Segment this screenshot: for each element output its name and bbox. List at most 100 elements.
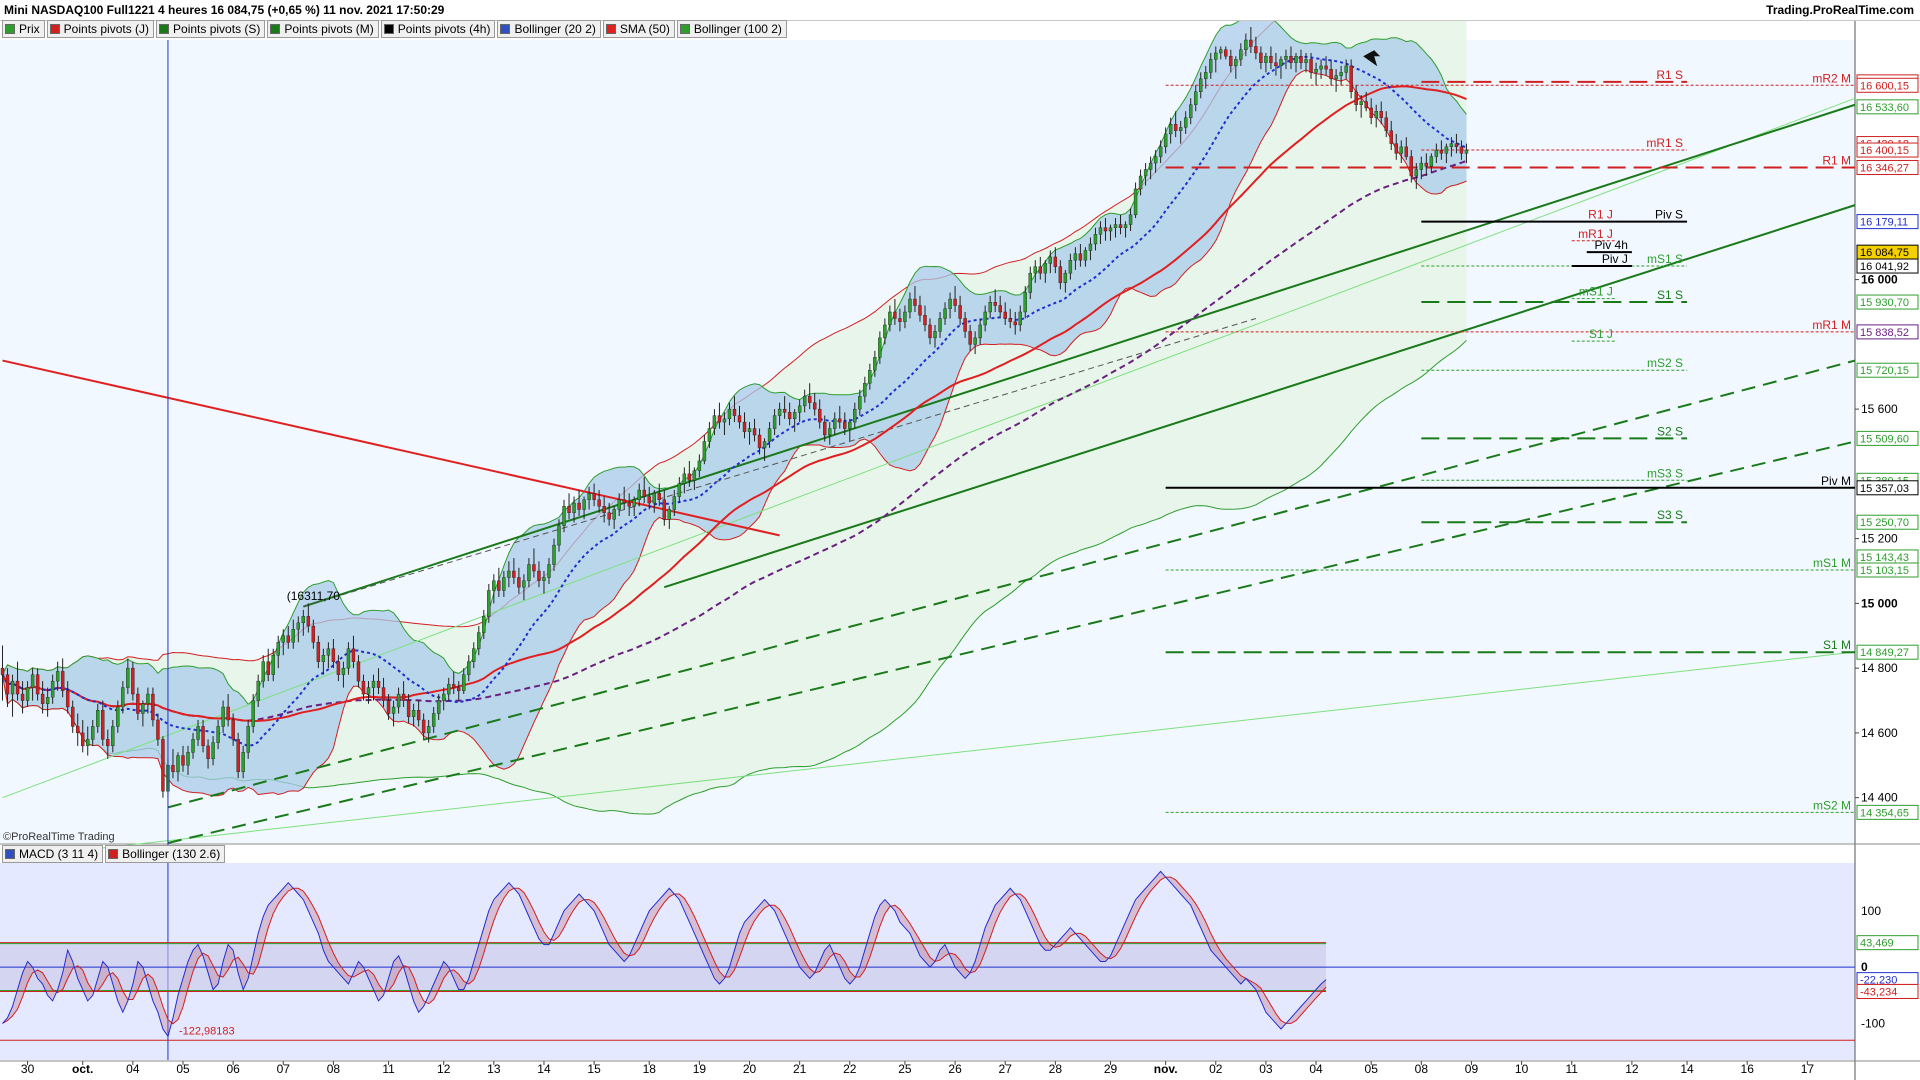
candle-up xyxy=(246,726,250,753)
pivot-label: S2 S xyxy=(1657,424,1683,438)
legend-item[interactable]: Points pivots (S) xyxy=(156,20,266,38)
candle-up xyxy=(477,632,481,649)
price-tag xyxy=(1856,644,1919,660)
candle-up xyxy=(792,412,797,420)
candle-up xyxy=(672,496,677,510)
candle-up xyxy=(1113,224,1118,228)
candle-up xyxy=(1304,59,1308,63)
macd-legend: MACD (3 11 4) Bollinger (130 2.6) xyxy=(0,845,226,863)
candle-up xyxy=(777,408,782,416)
candle-down xyxy=(1309,59,1313,73)
candle-down xyxy=(1409,156,1414,177)
legend-item[interactable]: SMA (50) xyxy=(602,20,675,38)
candle-up xyxy=(677,483,682,497)
candle-up xyxy=(797,405,802,413)
legend-label: Prix xyxy=(19,22,40,36)
candle-up xyxy=(1093,234,1098,245)
legend-item[interactable]: Points pivots (M) xyxy=(267,20,379,38)
price-tag-label: 16 179,11 xyxy=(1860,217,1908,229)
legend-item[interactable]: Points pivots (J) xyxy=(46,20,155,38)
legend-swatch xyxy=(383,24,394,34)
candle-down xyxy=(336,661,341,675)
candle-up xyxy=(667,509,672,520)
candle-up xyxy=(291,629,295,643)
candle-down xyxy=(1008,318,1012,322)
candle-up xyxy=(853,408,857,423)
candle-up xyxy=(933,331,937,339)
candle-down xyxy=(376,680,381,688)
candle-down xyxy=(1439,149,1444,154)
candle-down xyxy=(592,493,596,500)
candle-up xyxy=(1334,75,1338,80)
legend-item[interactable]: Bollinger (20 2) xyxy=(497,20,601,38)
legend-swatch xyxy=(605,24,616,34)
price-tag xyxy=(1856,324,1919,340)
candle-down xyxy=(1118,224,1123,228)
candle-up xyxy=(1444,146,1449,154)
x-tick-label: 17 xyxy=(1801,1062,1815,1076)
candle-up xyxy=(858,395,862,410)
candle-up xyxy=(983,311,987,326)
candle-down xyxy=(1053,256,1058,267)
y-tick-label: 15 600 xyxy=(1861,402,1898,416)
legend-label: Bollinger (20 2) xyxy=(514,22,596,36)
candle-down xyxy=(1078,253,1083,261)
candle-up xyxy=(1128,214,1133,225)
candle-down xyxy=(537,570,541,581)
candle-down xyxy=(136,693,140,714)
candle-up xyxy=(878,337,882,358)
candle-up xyxy=(296,622,301,630)
macd-y-tick-label: 0 xyxy=(1861,960,1868,974)
candle-down xyxy=(737,415,742,423)
candle-up xyxy=(522,580,526,588)
candle-up xyxy=(276,642,280,656)
macd-histogram-fill xyxy=(2,871,1327,1037)
macd-legend-item[interactable]: Bollinger (130 2.6) xyxy=(105,845,226,863)
x-tick-label: 18 xyxy=(643,1062,657,1076)
x-tick-label: 06 xyxy=(226,1062,240,1076)
candle-down xyxy=(15,680,20,695)
candle-up xyxy=(1018,311,1022,326)
legend-swatch xyxy=(5,849,15,859)
y-tick-label: 15 200 xyxy=(1861,532,1898,546)
candle-down xyxy=(361,680,366,695)
x-tick-label: 14 xyxy=(1680,1062,1694,1076)
candle-down xyxy=(76,726,80,734)
y-tick-label: 15 000 xyxy=(1861,596,1898,610)
candle-down xyxy=(958,305,962,319)
x-tick-label: nov. xyxy=(1154,1062,1178,1076)
price-tag xyxy=(1856,362,1919,378)
pivot-label: S3 S xyxy=(1657,508,1683,522)
candle-down xyxy=(416,710,421,721)
candle-up xyxy=(472,648,476,662)
candle-down xyxy=(171,765,175,772)
x-tick-label: oct. xyxy=(72,1062,93,1076)
candle-down xyxy=(1329,68,1333,80)
candle-up xyxy=(1449,143,1454,148)
candle-up xyxy=(241,752,245,772)
candle-down xyxy=(181,755,185,766)
candle-up xyxy=(1339,72,1343,76)
x-tick-label: 12 xyxy=(1625,1062,1639,1076)
candle-up xyxy=(271,655,275,675)
legend-item[interactable]: Bollinger (100 2) xyxy=(676,20,787,38)
candle-up xyxy=(1073,253,1078,261)
x-tick-label: 21 xyxy=(793,1062,807,1076)
price-tag xyxy=(1856,77,1919,93)
candle-down xyxy=(1103,227,1108,232)
price-tag-label: 16 041,92 xyxy=(1860,261,1909,273)
legend-item[interactable]: Prix xyxy=(2,20,45,38)
candle-down xyxy=(662,499,666,520)
candle-up xyxy=(1163,133,1168,148)
macd-legend-item[interactable]: MACD (3 11 4) xyxy=(2,845,104,863)
legend-item[interactable]: Points pivots (4h) xyxy=(380,20,496,38)
candle-up xyxy=(487,590,491,617)
candle-down xyxy=(1269,55,1273,63)
candle-up xyxy=(1133,188,1138,216)
pivot-label: S1 M xyxy=(1823,638,1851,652)
candle-down xyxy=(898,318,902,322)
candle-up xyxy=(1414,169,1419,177)
candle-down xyxy=(311,625,316,643)
site-label[interactable]: Trading.ProRealTime.com xyxy=(1766,3,1914,17)
